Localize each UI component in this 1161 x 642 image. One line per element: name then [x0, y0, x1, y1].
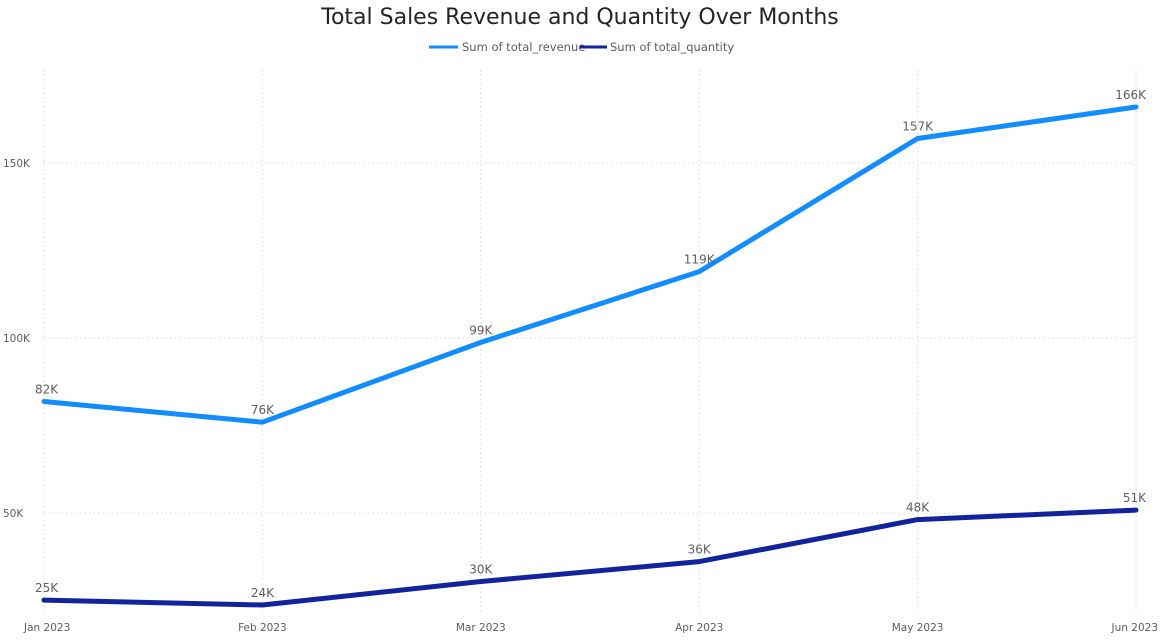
data-label: 82K [35, 383, 59, 397]
data-label: 157K [902, 120, 934, 134]
gridlines [43, 70, 1137, 612]
y-tick-label: 100K [3, 333, 31, 345]
chart-title: Total Sales Revenue and Quantity Over Mo… [320, 5, 839, 30]
data-label: 36K [688, 543, 712, 557]
y-tick-label: 50K [3, 508, 24, 520]
data-label: 48K [906, 501, 930, 515]
y-tick-label: 150K [3, 158, 31, 170]
data-label: 166K [1115, 88, 1147, 102]
legend-label-revenue: Sum of total_revenue [462, 40, 585, 54]
y-axis: 50K 100K 150K [3, 158, 31, 520]
x-tick-label: Jun 2023 [1111, 622, 1158, 634]
data-label: 25K [35, 581, 59, 595]
data-label: 76K [251, 403, 275, 417]
legend: Sum of total_revenue Sum of total_quanti… [429, 40, 734, 54]
x-tick-label: May 2023 [892, 622, 944, 634]
legend-label-quantity: Sum of total_quantity [610, 40, 734, 54]
data-label: 99K [469, 323, 493, 337]
data-label: 51K [1123, 491, 1147, 505]
series-lines [41, 104, 1139, 608]
data-labels: 82K 76K 99K 119K 157K 166K 25K 24K 30K 36K 48K 51K [35, 88, 1147, 600]
x-tick-label: Mar 2023 [456, 622, 506, 634]
data-label: 119K [684, 253, 716, 267]
x-tick-label: Jan 2023 [23, 622, 70, 634]
x-tick-label: Feb 2023 [238, 622, 287, 634]
x-tick-label: Apr 2023 [675, 622, 723, 634]
series-line-revenue [41, 104, 1139, 425]
data-label: 24K [251, 586, 275, 600]
series-line-quantity [41, 507, 1139, 608]
data-label: 30K [469, 563, 493, 577]
x-axis: Jan 2023 Feb 2023 Mar 2023 Apr 2023 May 2023… [23, 622, 1158, 634]
